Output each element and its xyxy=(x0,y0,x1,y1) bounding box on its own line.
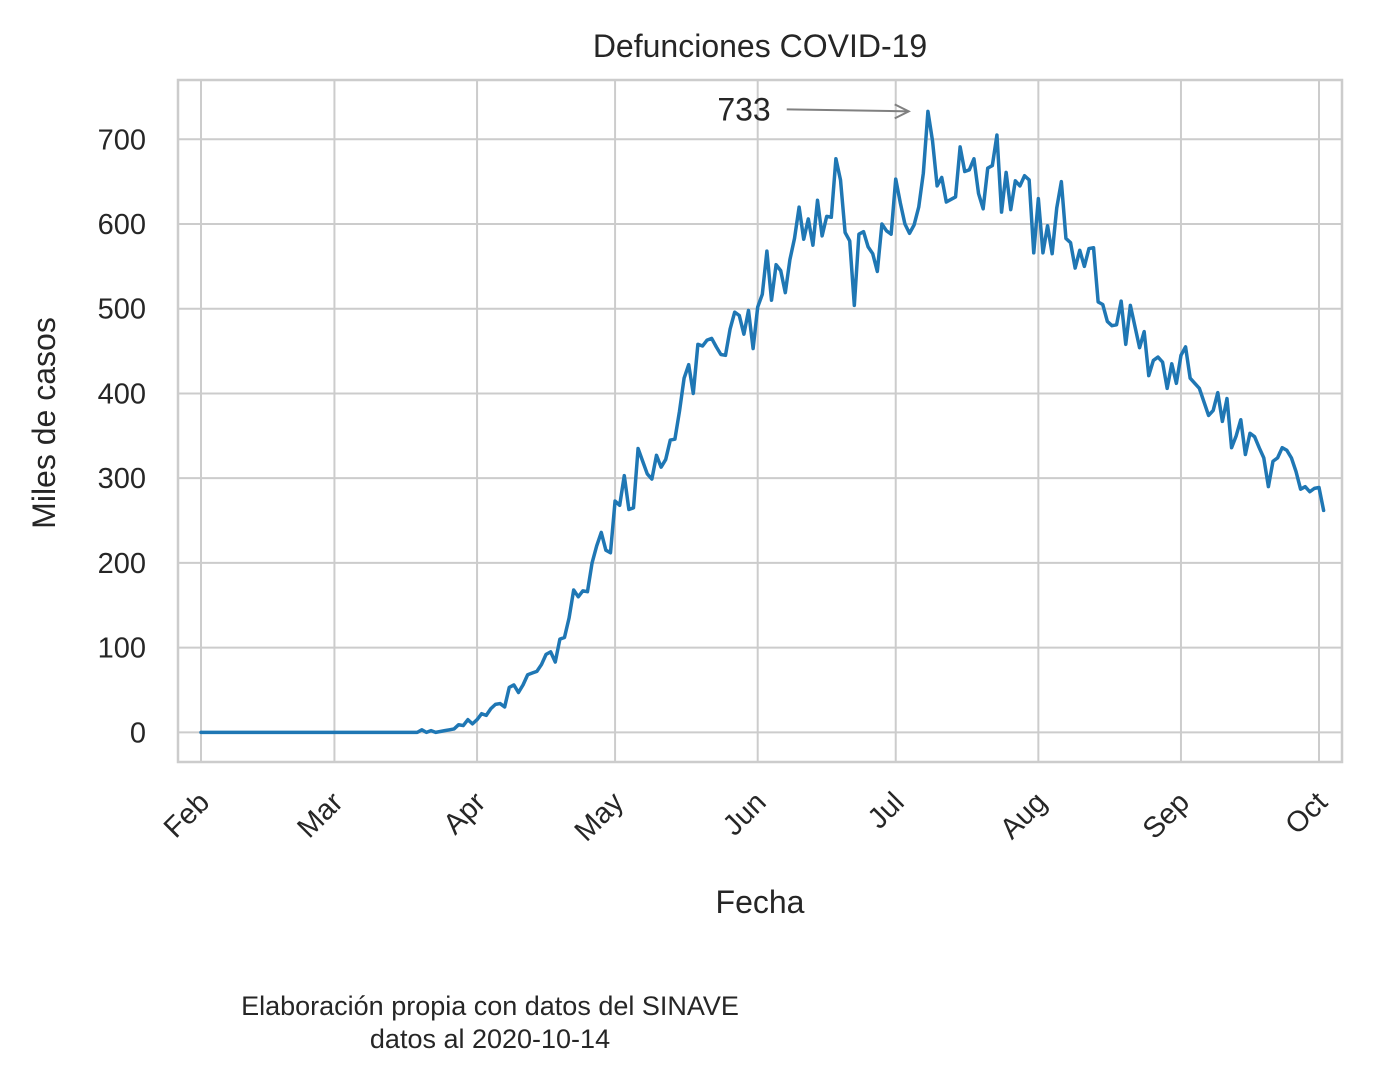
y-tick-label: 400 xyxy=(98,378,146,410)
y-tick-label: 0 xyxy=(130,717,146,749)
x-tick-label: Jul xyxy=(862,786,911,835)
y-tick-label: 700 xyxy=(98,124,146,156)
y-axis-title: Miles de casos xyxy=(26,317,62,529)
y-tick-labels: 0 100 200 300 400 500 600 700 xyxy=(98,124,146,749)
source-note-line-1: Elaboración propia con datos del SINAVE xyxy=(241,991,739,1021)
x-tick-label: Apr xyxy=(437,786,492,841)
x-tick-label: Aug xyxy=(994,786,1053,845)
y-gridlines xyxy=(178,138,1342,734)
annotation-arrowhead xyxy=(894,103,911,120)
y-tick-label: 600 xyxy=(98,209,146,241)
x-tick-label: Feb xyxy=(158,786,216,844)
peak-annotation: 733 xyxy=(717,91,911,127)
annotation-label: 733 xyxy=(717,91,770,127)
x-tick-labels: Feb Mar Apr May Jun Jul Aug Sep Oct xyxy=(158,786,1334,848)
y-tick-label: 100 xyxy=(98,633,146,665)
annotation-arrow xyxy=(786,108,909,113)
source-note: Elaboración propia con datos del SINAVE … xyxy=(160,990,820,1056)
x-tick-label: May xyxy=(569,786,631,848)
source-note-line-2: datos al 2020-10-14 xyxy=(369,1024,611,1054)
x-tick-label: Oct xyxy=(1279,786,1334,841)
series-line-defunciones xyxy=(199,109,1326,735)
y-tick-label: 300 xyxy=(98,463,146,495)
x-tick-label: Mar xyxy=(291,786,349,844)
x-gridlines xyxy=(200,80,1320,762)
x-tick-label: Jun xyxy=(717,786,773,842)
plot-frame xyxy=(176,78,1344,764)
x-axis-title: Fecha xyxy=(716,884,805,920)
chart-title: Defunciones COVID-19 xyxy=(593,28,927,64)
x-tick-label: Sep xyxy=(1137,786,1196,845)
y-tick-label: 200 xyxy=(98,548,146,580)
y-tick-label: 500 xyxy=(98,294,146,326)
